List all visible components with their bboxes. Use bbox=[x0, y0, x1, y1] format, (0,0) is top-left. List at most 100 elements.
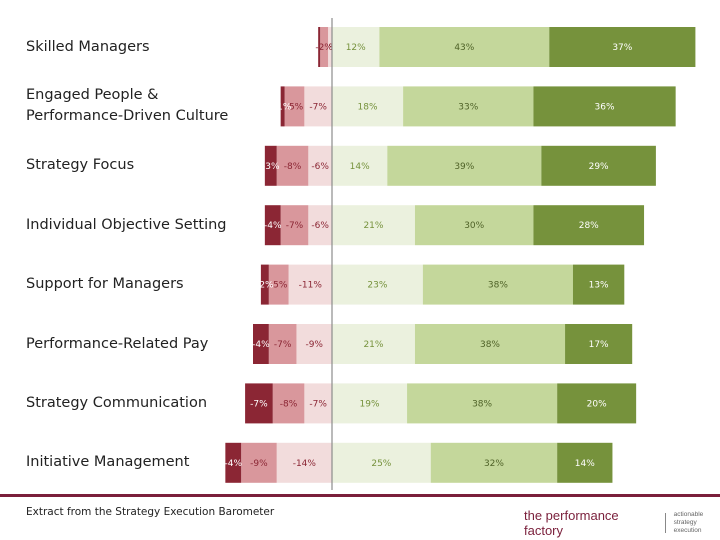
value-label: -5% bbox=[286, 102, 304, 112]
bar-strongly-positive bbox=[557, 442, 613, 483]
value-label: 38% bbox=[488, 281, 508, 291]
value-label: -5% bbox=[270, 281, 288, 291]
value-label: -8% bbox=[284, 162, 302, 172]
bar-positive bbox=[422, 264, 573, 305]
value-label: 21% bbox=[363, 221, 383, 231]
bar-slightly-positive bbox=[332, 264, 423, 305]
bar-strongly-positive bbox=[533, 205, 645, 246]
bar-positive bbox=[379, 27, 550, 67]
bar-positive bbox=[403, 86, 534, 127]
value-label: 39% bbox=[454, 162, 474, 172]
bar-negative bbox=[241, 442, 277, 483]
value-label: -6% bbox=[311, 162, 329, 172]
bar-slightly-negative bbox=[308, 205, 332, 246]
value-label: -2% bbox=[256, 281, 274, 291]
value-label: -7% bbox=[250, 399, 268, 409]
bar-positive bbox=[387, 145, 542, 186]
logo-text: the performance factory bbox=[524, 508, 619, 538]
category-label: Strategy Communication bbox=[26, 394, 208, 411]
value-label: 12% bbox=[346, 43, 366, 53]
bar-slightly-negative bbox=[328, 27, 332, 67]
bar-positive bbox=[430, 442, 558, 483]
value-label: 38% bbox=[472, 399, 492, 409]
value-label: 1% bbox=[323, 43, 338, 53]
bar-strongly-positive bbox=[572, 264, 625, 305]
value-label: 14% bbox=[575, 459, 595, 469]
value-label: 13% bbox=[589, 281, 609, 291]
value-label: -6% bbox=[311, 221, 329, 231]
bar-slightly-negative bbox=[296, 324, 332, 364]
value-label: -4% bbox=[264, 221, 282, 231]
bar-slightly-negative bbox=[304, 86, 332, 127]
bar-slightly-negative bbox=[308, 145, 332, 186]
bar-positive bbox=[414, 324, 566, 364]
value-label: 17% bbox=[589, 340, 609, 350]
bar-slightly-positive bbox=[332, 442, 431, 483]
bar-strongly-positive bbox=[565, 324, 633, 364]
value-label: 37% bbox=[612, 43, 632, 53]
value-label: -2% bbox=[315, 43, 333, 53]
bar-positive bbox=[414, 205, 534, 246]
bar-slightly-negative bbox=[288, 264, 332, 305]
value-label: 32% bbox=[484, 459, 504, 469]
logo-separator bbox=[664, 513, 666, 533]
bar-negative bbox=[268, 324, 297, 364]
category-label: Performance-Related Pay bbox=[26, 335, 209, 352]
value-label: 30% bbox=[464, 221, 484, 231]
value-label: 23% bbox=[367, 281, 387, 291]
value-label: -4% bbox=[252, 340, 270, 350]
category-label: Individual Objective Setting bbox=[26, 216, 227, 233]
category-label: Strategy Focus bbox=[26, 157, 135, 174]
bar-negative bbox=[280, 205, 309, 246]
value-label: 18% bbox=[358, 102, 378, 112]
value-label: -7% bbox=[274, 340, 292, 350]
value-label: 14% bbox=[350, 162, 370, 172]
value-label: -7% bbox=[309, 102, 327, 112]
bar-strongly-negative bbox=[318, 27, 321, 67]
bar-negative bbox=[320, 27, 329, 67]
category-label: Skilled Managers bbox=[26, 38, 150, 55]
value-label: 25% bbox=[371, 459, 391, 469]
footer-note: Extract from the Strategy Execution Baro… bbox=[26, 506, 275, 518]
category-label: Support for Managers bbox=[26, 276, 184, 293]
bar-slightly-negative bbox=[304, 383, 332, 424]
value-label: -9% bbox=[250, 459, 268, 469]
value-label: 33% bbox=[458, 102, 478, 112]
company-logo: the performance factory actionable strat… bbox=[524, 508, 720, 538]
bar-strongly-negative bbox=[260, 264, 269, 305]
value-label: -1% bbox=[274, 102, 292, 112]
bar-strongly-negative bbox=[280, 86, 285, 127]
bar-slightly-positive bbox=[332, 383, 408, 424]
bar-strongly-positive bbox=[541, 145, 656, 186]
value-label: -3% bbox=[262, 162, 280, 172]
bar-negative bbox=[272, 383, 305, 424]
bar-strongly-positive bbox=[557, 383, 637, 424]
category-label: Engaged People & Performance-Driven Cult… bbox=[26, 87, 229, 125]
bar-slightly-negative bbox=[276, 442, 332, 483]
value-label: -8% bbox=[280, 399, 298, 409]
value-label: 20% bbox=[587, 399, 607, 409]
value-label: 38% bbox=[480, 340, 500, 350]
bar-slightly-positive bbox=[332, 145, 388, 186]
value-label: -14% bbox=[293, 459, 317, 469]
diverging-bar-chart: 1%-2% 12% 43% 37%-7%-5%-1% 18% 33% 36%-6%-8%-3… bbox=[224, 18, 696, 490]
value-label: 19% bbox=[360, 399, 380, 409]
bar-slightly-positive bbox=[332, 27, 380, 67]
value-label: 21% bbox=[363, 340, 383, 350]
value-label: -9% bbox=[305, 340, 323, 350]
value-label: -4% bbox=[224, 459, 242, 469]
value-label: -11% bbox=[299, 281, 323, 291]
value-label: 36% bbox=[595, 102, 615, 112]
logo-tagline: actionable strategy execution bbox=[673, 511, 704, 534]
bar-slightly-positive bbox=[332, 86, 404, 127]
category-label: Initiative Management bbox=[26, 454, 190, 471]
value-label: -7% bbox=[309, 399, 327, 409]
bar-slightly-positive bbox=[332, 324, 415, 364]
value-label: 29% bbox=[589, 162, 609, 172]
bar-positive bbox=[407, 383, 558, 424]
bar-strongly-negative bbox=[264, 205, 281, 246]
bar-negative bbox=[268, 264, 289, 305]
value-label: 28% bbox=[579, 221, 599, 231]
value-label: -7% bbox=[286, 221, 304, 231]
